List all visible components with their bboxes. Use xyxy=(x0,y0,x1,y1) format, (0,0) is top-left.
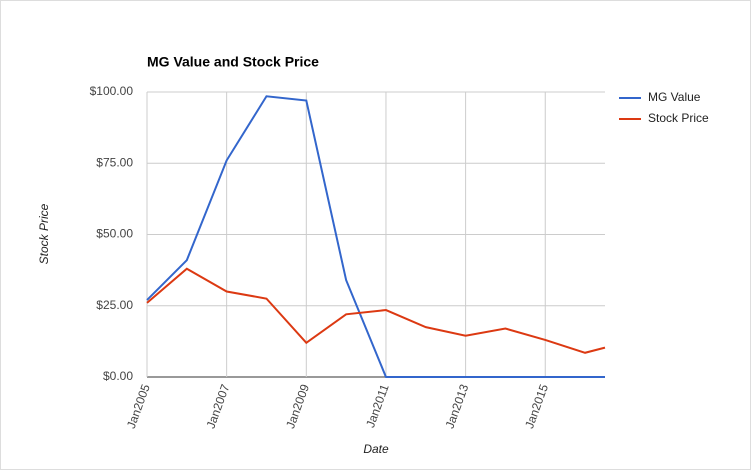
legend-label: Stock Price xyxy=(648,111,709,125)
y-tick-label: $100.00 xyxy=(90,84,134,98)
legend-label: MG Value xyxy=(648,90,701,104)
x-axis-title: Date xyxy=(363,442,389,456)
y-axis-title: Stock Price xyxy=(37,203,51,264)
y-tick-label: $25.00 xyxy=(96,298,133,312)
chart-title: MG Value and Stock Price xyxy=(147,54,319,70)
y-tick-label: $50.00 xyxy=(96,227,133,241)
y-tick-label: $0.00 xyxy=(103,369,133,383)
y-tick-label: $75.00 xyxy=(96,155,133,169)
series-line xyxy=(146,267,606,354)
series-line xyxy=(146,95,605,378)
